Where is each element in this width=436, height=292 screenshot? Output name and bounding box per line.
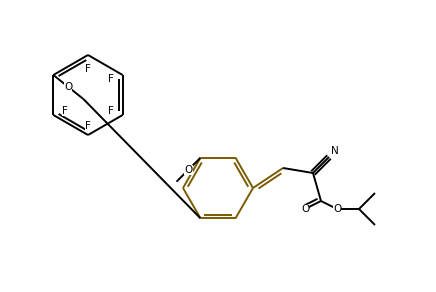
Text: F: F	[108, 74, 114, 84]
Text: O: O	[184, 165, 193, 175]
Text: F: F	[62, 106, 68, 116]
Text: F: F	[108, 106, 114, 116]
Text: F: F	[85, 121, 91, 131]
Text: O: O	[64, 82, 72, 92]
Text: F: F	[85, 64, 91, 74]
Text: N: N	[331, 146, 339, 156]
Text: O: O	[301, 204, 309, 214]
Text: O: O	[333, 204, 341, 214]
